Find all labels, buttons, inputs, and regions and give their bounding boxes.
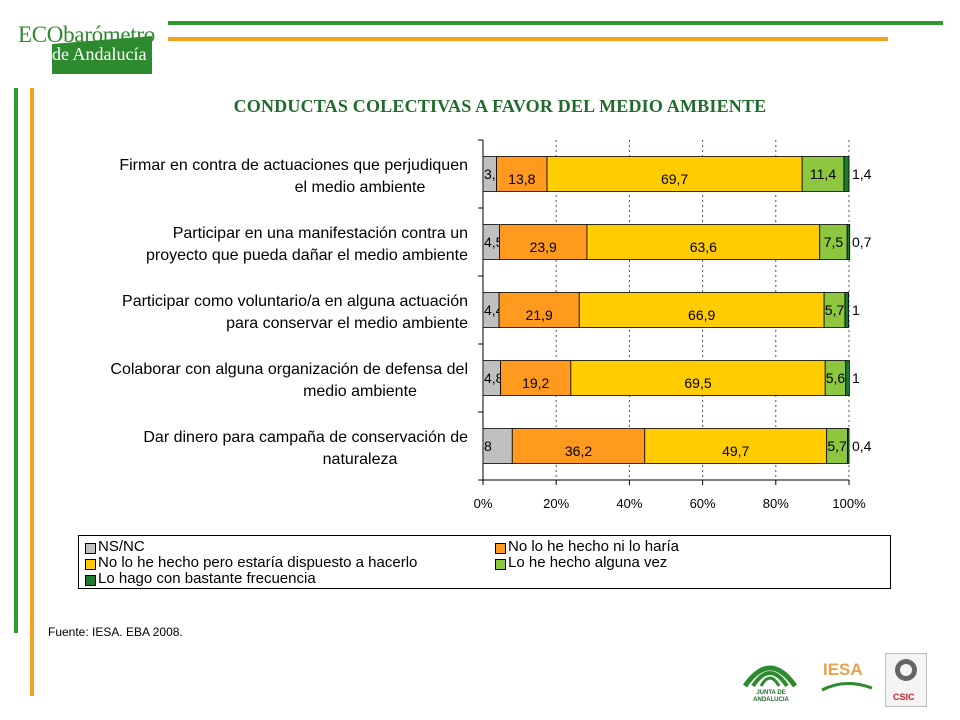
data-label: 5,7 [825,302,845,318]
logo-region: de Andalucía [52,44,147,64]
bar-segment [511,428,646,464]
bar-segment [801,156,845,192]
bar-segment [846,224,851,260]
source-note: Fuente: IESA. EBA 2008. [48,625,183,639]
data-label: 13,8 [508,171,535,187]
category-label: Dar dinero para campaña de conservación … [143,429,468,446]
csic-logo [885,653,927,707]
legend-swatch [85,559,96,570]
bar-segment [498,292,580,328]
data-label: 0,7 [852,234,872,250]
junta-emblem-icon [742,665,798,688]
data-label: 1,4 [852,166,872,182]
x-tick-label: 100% [832,496,866,511]
data-label: 0,4 [852,438,872,454]
data-label: 4,8 [484,370,504,386]
csic-emblem-icon [895,659,917,681]
category-label: proyecto que pueda dañar el medio ambien… [146,247,468,264]
category-label: naturaleza [323,451,398,468]
category-label: Participar en una manifestación contra u… [173,225,468,242]
legend-swatch [495,559,506,570]
bar-segment [570,360,826,396]
legend-label: Lo he hecho alguna vez [508,554,668,571]
category-label: para conservar el medio ambiente [226,315,468,332]
left-orange-rule [30,88,34,696]
bar-segment [644,428,828,464]
data-label: 49,7 [722,443,749,459]
junta-andalucia-logo [735,652,805,702]
logo-title: ECObarómetro [18,22,155,48]
x-tick-label: 40% [616,496,642,511]
data-label: 19,2 [522,375,549,391]
data-label: 1 [852,302,860,318]
data-label: 8 [484,438,492,454]
category-label: el medio ambiente [295,179,426,196]
bar-segment [546,156,803,192]
bar-segment [500,360,572,396]
data-label: 36,2 [565,443,592,459]
data-label: 69,5 [684,375,711,391]
data-label: 5,7 [827,438,847,454]
data-label: 23,9 [530,239,557,255]
bar-segment [499,224,588,260]
legend-label: No lo he hecho ni lo haría [508,538,679,555]
bar-segment [482,428,513,464]
top-green-rule [168,21,943,25]
category-label: medio ambiente [303,383,417,400]
data-label: 4,5 [484,234,504,250]
bar-segment [586,224,821,260]
logo-banner-shape [52,36,152,74]
data-label: 21,9 [526,307,553,323]
logo-eco-prefix: ECO [18,22,64,47]
data-label: 5,6 [826,370,846,386]
bar-segment [847,428,850,464]
data-label: 66,9 [688,307,715,323]
legend-label: NS/NC [98,538,145,555]
bar-segment [845,360,850,396]
x-tick-label: 80% [763,496,789,511]
data-label: 1 [852,370,860,386]
legend-swatch [85,543,96,554]
x-tick-label: 20% [543,496,569,511]
x-tick-label: 0% [474,496,493,511]
iesa-swoosh-icon [821,682,873,692]
x-tick-label: 60% [690,496,716,511]
csic-label: CSIC [893,692,915,702]
category-label: Firmar en contra de actuaciones que perj… [119,157,468,174]
junta-label: JUNTA DE ANDALUCIA [753,690,789,703]
data-label: 11,4 [810,166,836,182]
data-label: 63,6 [690,239,717,255]
chart-title: CONDUCTAS COLECTIVAS A FAVOR DEL MEDIO A… [233,96,767,116]
chart-legend: NS/NC No lo he hecho ni lo haría No lo he … [78,535,891,589]
top-orange-rule [168,37,888,41]
legend-label: No lo he hecho pero estaría dispuesto a … [98,554,418,571]
ecobarometro-logo [14,18,159,78]
data-label: 69,7 [661,171,688,187]
bar-segment [578,292,825,328]
bar-segment [843,156,850,192]
iesa-logo: IESA [823,660,863,679]
category-label: Participar como voluntario/a en alguna a… [122,293,468,310]
data-label: 7,5 [824,234,844,250]
logo-eco-suffix: barómetro [63,22,155,47]
legend-swatch [85,575,96,586]
legend-swatch [495,543,506,554]
left-green-rule [14,88,18,633]
legend-label: Lo hago con bastante frecuencia [98,570,316,587]
category-label: Colaborar con alguna organización de def… [110,361,468,378]
bar-segment [844,292,850,328]
